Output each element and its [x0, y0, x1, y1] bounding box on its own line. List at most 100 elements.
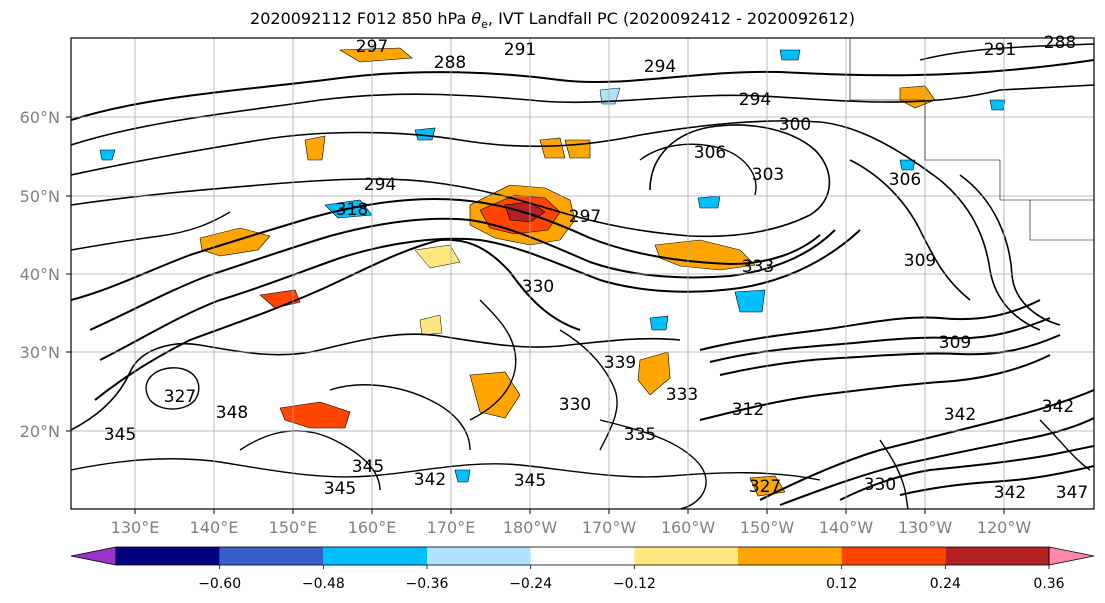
colorbar-tick-label: 0.36 — [1033, 576, 1064, 592]
negative-anomaly-shading — [454, 469, 471, 483]
theta-e-contour — [759, 389, 1094, 501]
positive-anomaly-shading — [304, 135, 326, 161]
negative-anomaly-shading — [899, 159, 916, 171]
map-title: 2020092112 F012 850 hPa θe, IVT Landfall… — [250, 9, 855, 32]
colorbar-tick-label: 0.24 — [930, 576, 961, 592]
contour-label: 342 — [994, 483, 1026, 503]
contour-label: 288 — [1044, 33, 1076, 53]
longitude-tick-label: 150°E — [269, 518, 318, 537]
colorbar-extend-min — [70, 546, 117, 566]
theta-e-contour — [719, 334, 1061, 376]
colorbar-bin — [738, 547, 842, 565]
contour-label: 327 — [749, 477, 781, 497]
contour-label: 348 — [216, 403, 248, 423]
colorbar-bin — [116, 547, 220, 565]
contour-label: 345 — [514, 471, 546, 491]
contour-label: 327 — [164, 387, 196, 407]
colorbar-tick-label: −0.36 — [406, 576, 449, 592]
theta-e-contour — [959, 174, 1061, 326]
theta-e-contour — [939, 179, 1041, 331]
longitude-tick-label: 180°W — [503, 518, 558, 537]
theta-e-contour — [71, 124, 831, 238]
negative-anomaly-shading — [779, 49, 801, 61]
contour-label: 297 — [569, 207, 601, 227]
contour-label: 309 — [939, 333, 971, 353]
negative-anomaly-shading — [99, 149, 116, 161]
theta-e-contour — [639, 143, 757, 196]
contour-label: 303 — [752, 165, 784, 185]
contour-label: 300 — [779, 115, 811, 135]
longitude-tick-label: 170°W — [582, 518, 637, 537]
longitude-tick-label: 120°W — [977, 518, 1032, 537]
theta-e-contour — [599, 419, 707, 509]
contour-label: 306 — [694, 143, 726, 163]
positive-anomaly-shading — [338, 47, 413, 63]
colorbar-tick-label: 0.12 — [826, 576, 857, 592]
longitude-tick-label: 130°E — [111, 518, 160, 537]
theta-e-contour — [849, 159, 971, 301]
contour-label: 288 — [434, 53, 466, 73]
colorbar-tick-label: −0.60 — [198, 576, 241, 592]
longitude-tick-label: 130°W — [898, 518, 953, 537]
colorbar-bin — [530, 547, 635, 565]
contour-label: 294 — [644, 57, 676, 77]
positive-anomaly-shading — [414, 244, 461, 269]
political-borders — [849, 38, 1094, 241]
contour-label: 297 — [356, 37, 388, 57]
latitude-tick-label: 50°N — [20, 187, 60, 206]
latitude-axis: 60°N 50°N 40°N 30°N 20°N — [20, 108, 71, 441]
colorbar-tick-label: −0.12 — [613, 576, 656, 592]
colorbar-bin — [323, 547, 427, 565]
theta-e-contour — [71, 458, 821, 481]
contour-label: 330 — [559, 395, 591, 415]
colorbar: −0.60−0.48−0.36−0.24−0.120.120.240.360.4… — [70, 546, 1095, 592]
colorbar-extend-max — [1048, 546, 1095, 566]
latitude-tick-label: 30°N — [20, 343, 60, 362]
negative-anomaly-shading — [649, 315, 669, 331]
contour-label: 291 — [504, 40, 536, 60]
theta-e-contour — [145, 367, 200, 410]
contour-label: 339 — [604, 353, 636, 373]
positive-anomaly-shading — [539, 137, 566, 159]
longitude-tick-label: 170°E — [427, 518, 476, 537]
longitude-tick-label: 160°E — [348, 518, 397, 537]
theta-e-contour — [71, 333, 681, 431]
latitude-tick-label: 40°N — [20, 265, 60, 284]
longitude-axis: 130°E 140°E 150°E 160°E 170°E 180°W 170°W 160°W… — [111, 509, 1032, 537]
positive-anomaly-shading — [279, 401, 351, 429]
positive-anomaly-shading — [654, 239, 756, 271]
negative-anomaly-shading — [414, 127, 436, 141]
negative-anomaly-shading — [697, 195, 721, 209]
contour-label: 342 — [414, 470, 446, 490]
longitude-tick-label: 140°W — [819, 518, 874, 537]
contour-label: 312 — [732, 400, 764, 420]
contour-label: 342 — [1042, 397, 1074, 417]
theta-e-contour — [239, 430, 381, 491]
theta-e-contour — [71, 120, 941, 181]
colorbar-bin — [841, 547, 946, 565]
colorbar-bin — [945, 547, 1049, 565]
positive-anomaly-shading — [469, 371, 521, 419]
theta-e-contour — [71, 59, 1094, 121]
contour-label: 306 — [889, 170, 921, 190]
theta-e-contour — [919, 43, 1094, 61]
theta-e-contour — [469, 299, 517, 421]
latitude-tick-label: 60°N — [20, 108, 60, 127]
contour-label: 309 — [904, 251, 936, 271]
contour-label: 318 — [336, 200, 368, 220]
theta-e-contour — [699, 354, 1051, 421]
theta-e-contour — [699, 299, 1041, 351]
negative-anomaly-shading — [599, 87, 621, 105]
contour-label: 330 — [522, 277, 554, 297]
contour-label: 330 — [864, 475, 896, 495]
contour-label: 342 — [944, 405, 976, 425]
contour-labels: 297 291 288 294 291 288 294 300 306 303 306 309 294 2… — [104, 33, 1088, 503]
theta-e-contour — [71, 197, 821, 301]
contour-label: 345 — [104, 425, 136, 445]
contour-label: 335 — [624, 425, 656, 445]
colorbar-frame — [115, 546, 1050, 566]
colorbar-bin — [427, 547, 531, 565]
theta-e-contour — [89, 217, 836, 331]
negative-anomaly-shading — [734, 289, 766, 313]
contour-label: 333 — [666, 385, 698, 405]
